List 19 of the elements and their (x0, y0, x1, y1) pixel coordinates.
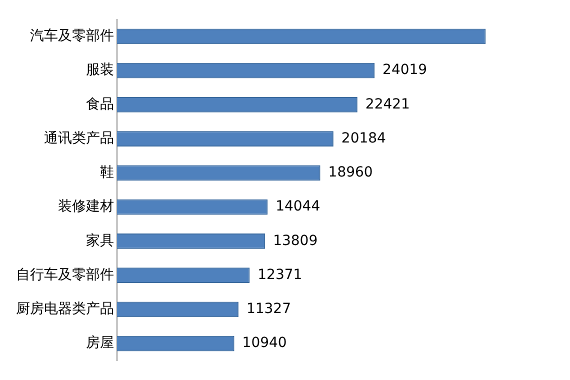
data-label: 13809 (273, 232, 318, 249)
y-tick-label: 装修建材 (58, 198, 114, 215)
data-label: 11327 (246, 301, 291, 318)
y-tick-label: 服装 (86, 62, 114, 78)
y-tick-label: 食品 (86, 96, 114, 112)
y-tick-label: 汽车及零部件 (30, 28, 114, 44)
y-tick-label: 自行车及零部件 (16, 266, 114, 283)
data-label: 24019 (382, 62, 428, 78)
data-label: 18960 (328, 164, 373, 181)
y-tick-label: 家具 (86, 232, 114, 249)
y-tick-label: 房屋 (86, 335, 114, 352)
data-label: 20184 (341, 130, 386, 146)
y-tick-label: 厨房电器类产品 (16, 301, 114, 318)
y-tick-label: 通讯类产品 (44, 130, 114, 146)
data-label: 22421 (365, 96, 410, 112)
data-label: 14044 (276, 198, 320, 215)
data-label: 10940 (242, 335, 287, 352)
y-tick-label: 鞋 (100, 164, 114, 181)
data-label: 12371 (258, 266, 302, 283)
